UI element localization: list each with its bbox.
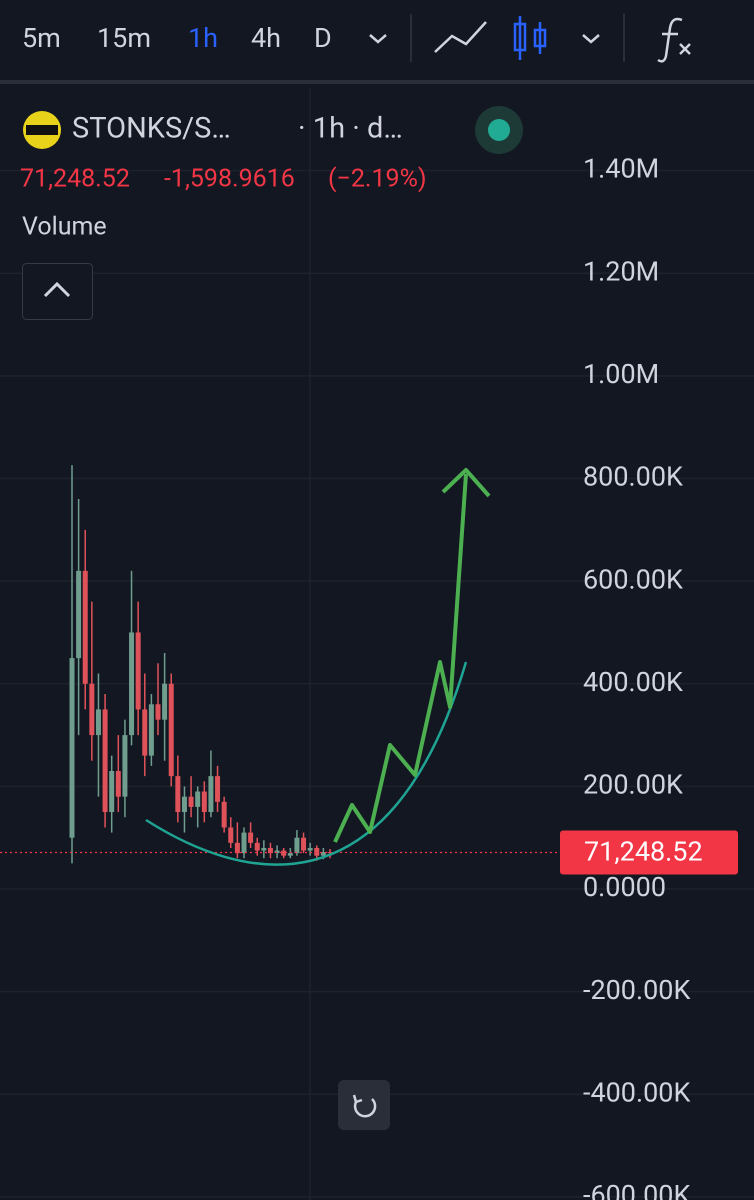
candle-body <box>181 796 187 813</box>
candle-body <box>155 704 161 720</box>
candle-body <box>195 791 201 807</box>
candle-body <box>228 827 234 843</box>
y-tick-label: 800.00K <box>583 461 683 493</box>
candle-body <box>115 771 121 797</box>
candle-body <box>168 683 174 777</box>
candle-body <box>281 850 287 856</box>
candle-body <box>221 801 227 828</box>
candle-body <box>241 832 247 854</box>
symbol-name[interactable]: STONKS/S… <box>72 112 231 146</box>
price-label: 71,248.52 <box>584 836 703 868</box>
candle-body <box>274 850 280 854</box>
drawn-arrow <box>333 468 491 843</box>
candle-body <box>254 842 260 851</box>
candle-body <box>208 776 214 813</box>
price-change-percent: (−2.19%) <box>328 165 427 194</box>
y-tick-label: 1.20M <box>583 255 659 287</box>
interval-button[interactable]: 1h <box>188 22 218 54</box>
interval-button[interactable]: 4h <box>251 22 281 54</box>
y-tick-label: 0.0000 <box>583 871 666 903</box>
drawn-curve <box>145 661 468 866</box>
symbol-interval: · 1h · d… <box>298 112 403 146</box>
candle-body <box>95 709 101 736</box>
candle-body <box>287 853 293 856</box>
candle-body <box>122 735 128 797</box>
interval-button[interactable]: 15m <box>97 22 151 54</box>
collapse-button[interactable] <box>22 263 93 320</box>
candle-body <box>89 683 95 736</box>
candle-chart-icon[interactable] <box>513 16 547 60</box>
candle-body <box>248 832 254 843</box>
candle-body <box>267 847 273 854</box>
candle-body <box>109 771 115 813</box>
price-label-box <box>560 830 738 875</box>
candle-body <box>234 842 240 854</box>
price-change: -1,598.9616 <box>164 165 295 194</box>
candle-body <box>142 709 148 756</box>
study-name: Volume <box>22 213 107 242</box>
candle-body <box>175 776 181 813</box>
candle-body <box>102 709 108 813</box>
y-tick-label: -400.00K <box>583 1076 690 1108</box>
indicators-icon[interactable] <box>657 17 691 63</box>
candle-body <box>314 847 320 856</box>
candle-body <box>301 837 307 851</box>
y-tick-label: 400.00K <box>583 666 683 698</box>
candle-body <box>69 658 75 838</box>
y-tick-label: -200.00K <box>583 974 690 1006</box>
candle-body <box>320 852 326 856</box>
y-tick-label: 200.00K <box>583 769 683 801</box>
candle-body <box>82 570 88 684</box>
interval-dropdown[interactable] <box>369 34 387 44</box>
collapse-icon <box>43 281 71 298</box>
candle-body <box>162 683 168 720</box>
chart-type-dropdown[interactable] <box>582 34 600 44</box>
y-tick-label: 1.00M <box>583 358 659 390</box>
candle-body <box>294 837 300 854</box>
candle-body <box>76 570 82 659</box>
price-axis: -600.00K -400.00K -200.00K 0.0000 200.00K 400… <box>560 153 738 1200</box>
line-chart-icon[interactable] <box>434 21 487 53</box>
y-tick-label: 600.00K <box>583 563 683 595</box>
chart-pane <box>0 88 754 1200</box>
candle-body <box>148 704 154 756</box>
candle-body <box>188 796 194 807</box>
status-dot <box>488 119 510 141</box>
symbol-logo-band <box>26 125 58 135</box>
reset-icon <box>352 1094 377 1118</box>
candle-body <box>261 847 267 851</box>
candle-body <box>215 776 221 802</box>
interval-group: 5m 15m 1h 4h D <box>22 22 332 54</box>
candle-body <box>201 791 207 813</box>
interval-button[interactable]: D <box>314 22 332 54</box>
last-price: 71,248.52 <box>20 165 130 194</box>
candle-body <box>129 632 135 736</box>
candle-body <box>135 632 141 710</box>
y-tick-label: 1.40M <box>583 153 659 185</box>
y-tick-label: -600.00K <box>583 1179 690 1200</box>
interval-button[interactable]: 5m <box>22 22 61 54</box>
reset-button[interactable] <box>338 1080 390 1130</box>
candle-body <box>307 847 313 851</box>
